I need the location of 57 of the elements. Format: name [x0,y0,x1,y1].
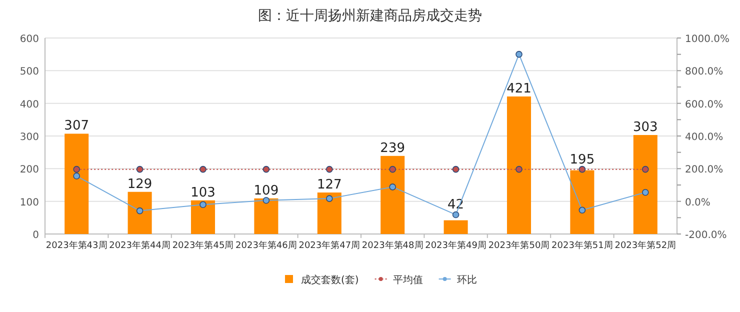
bar [444,220,468,234]
data-label: 421 [506,81,532,96]
y-tick-label: 100 [20,197,39,208]
y2-tick-label: 0.0% [685,197,710,208]
bar [570,170,594,234]
x-tick-label: 2023年第46周 [236,240,297,251]
point [452,211,460,218]
y2-tick-label: 400.0% [685,132,724,143]
legend-label: 环比 [456,274,477,286]
x-tick-label: 2023年第47周 [298,240,360,251]
data-label: 129 [127,176,152,192]
point [578,206,586,214]
x-tick-label: 2023年第49周 [425,240,486,251]
x-tick-label: 2023年第44周 [109,240,170,251]
data-label: 103 [190,185,216,200]
x-tick-label: 2023年第50周 [488,240,550,251]
x-tick-label: 2023年第48周 [362,240,424,251]
y-tick-label: 0 [32,230,39,241]
y2-tick-label: 1000.0% [685,34,730,45]
bar [64,134,89,234]
x-tick-label: 2023年第51周 [552,240,613,251]
y-tick-label: 500 [20,66,39,78]
legend-label: 平均值 [392,274,423,286]
bar [633,135,658,234]
data-label: 239 [380,140,406,156]
bar [317,192,342,234]
y2-tick-label: 200.0% [685,164,724,176]
data-label: 307 [64,118,90,134]
bar [254,198,278,234]
point [389,184,396,190]
point [262,196,270,204]
data-label: 127 [316,178,342,193]
y2-tick-label: 800.0% [685,66,724,78]
bar [380,156,405,234]
y-tick-label: 200 [20,164,39,176]
data-label: 303 [632,120,658,136]
point [136,207,144,214]
bar [128,192,152,234]
point [516,50,522,58]
x-tick-label: 2023年第52周 [614,240,676,251]
y-tick-label: 300 [20,132,39,143]
bar [506,96,532,234]
point [73,172,80,180]
point [200,201,206,208]
legend-label: 成交套数(套) [301,274,359,286]
bar [190,200,216,234]
y-tick-label: 400 [20,99,39,110]
y2-tick-label: 600.0% [685,99,724,110]
y2-tick-label: -200.0% [685,230,727,241]
data-label: 109 [254,183,279,198]
x-tick-label: 2023年第43周 [46,240,108,251]
chart-title: 图：近十周扬州新建商品房成交走势 [258,8,482,24]
point [642,188,649,196]
point [326,195,333,202]
x-tick-label: 2023年第45周 [172,240,234,251]
data-label: 195 [570,152,595,168]
y-tick-label: 600 [20,34,39,45]
